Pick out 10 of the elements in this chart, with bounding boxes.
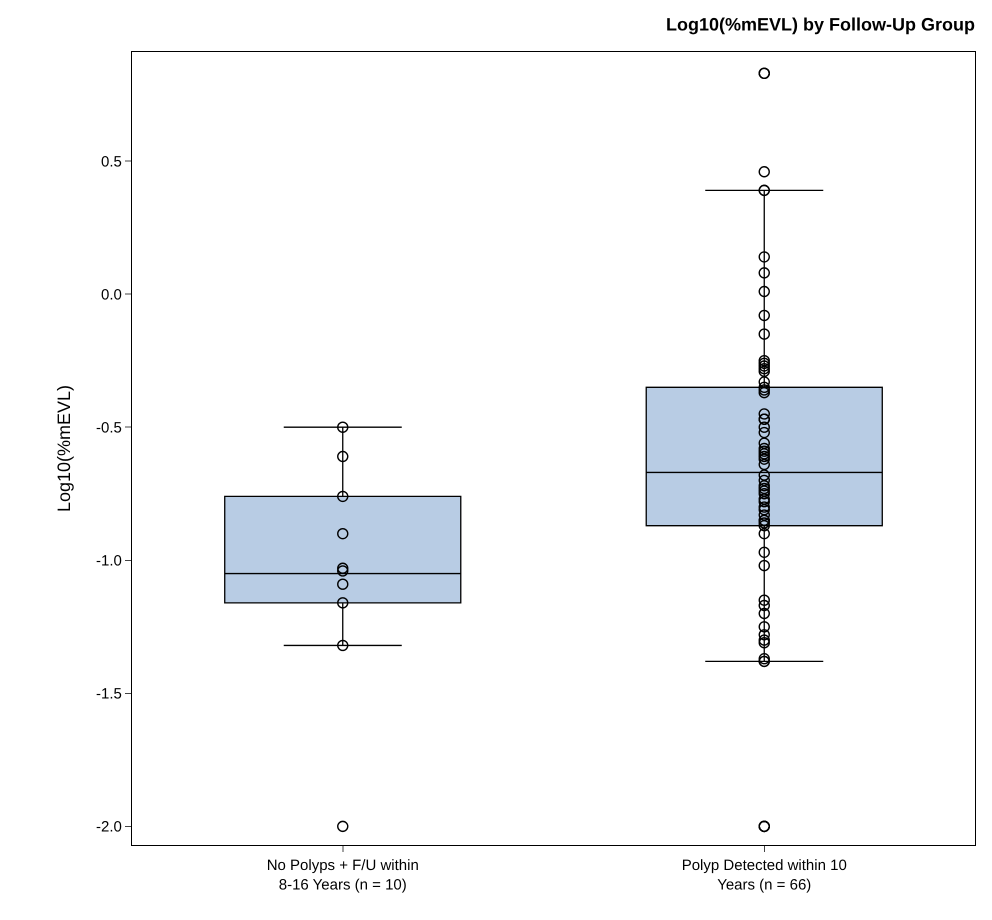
y-axis-title: Log10(%mEVL)	[54, 384, 74, 512]
y-tick-label: -1.5	[96, 686, 122, 703]
chart-title: Log10(%mEVL) by Follow-Up Group	[666, 14, 975, 35]
x-tick-label: Polyp Detected within 10 Years (n = 66)	[682, 857, 847, 894]
y-tick-label: -2.0	[96, 818, 122, 836]
y-tick-label: 0.5	[100, 153, 122, 170]
y-tick-label: -1.0	[96, 552, 122, 570]
x-tick-label: No Polyps + F/U within 8-16 Years (n = 10)	[266, 857, 419, 894]
y-tick-label: 0.0	[100, 286, 122, 304]
y-tick-label: -0.5	[96, 419, 122, 436]
